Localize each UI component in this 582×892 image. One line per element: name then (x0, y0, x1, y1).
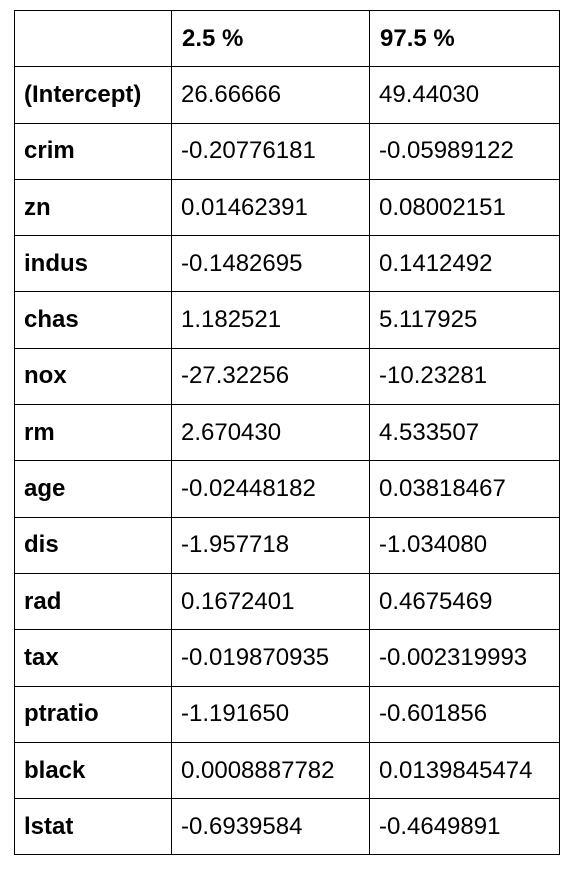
row-label-cell: rad (14, 572, 172, 631)
upper-bound-cell: -10.23281 (369, 347, 560, 406)
upper-bound-cell: -1.034080 (369, 516, 560, 574)
lower-bound-cell: 26.66666 (171, 66, 370, 124)
lower-bound-cell: 0.1672401 (171, 572, 370, 631)
upper-bound-cell: 49.44030 (369, 66, 560, 124)
upper-bound-cell: 0.1412492 (369, 235, 560, 293)
row-label-cell: (Intercept) (14, 66, 172, 124)
table-row: rm 2.670430 4.533507 (14, 404, 560, 462)
row-label-cell: zn (14, 178, 172, 237)
upper-bound-cell: 0.0139845474 (369, 741, 560, 800)
lower-bound-cell: 1.182521 (171, 291, 370, 349)
upper-bound-cell: -0.05989122 (369, 122, 560, 180)
table-row: chas 1.182521 5.117925 (14, 291, 560, 349)
lower-bound-cell: 0.0008887782 (171, 741, 370, 800)
upper-bound-cell: 4.533507 (369, 404, 560, 462)
table-row: indus -0.1482695 0.1412492 (14, 235, 560, 293)
table-row: tax -0.019870935 -0.002319993 (14, 629, 560, 687)
table-row: crim -0.20776181 -0.05989122 (14, 122, 560, 180)
header-lower-bound: 2.5 % (171, 9, 370, 68)
lower-bound-cell: -0.20776181 (171, 122, 370, 180)
table-row: lstat -0.6939584 -0.4649891 (14, 798, 560, 856)
row-label-cell: age (14, 460, 172, 518)
upper-bound-cell: -0.002319993 (369, 629, 560, 687)
row-label-cell: lstat (14, 798, 172, 856)
table-row: ptratio -1.191650 -0.601856 (14, 685, 560, 743)
upper-bound-cell: 0.03818467 (369, 460, 560, 518)
upper-bound-cell: -0.4649891 (369, 798, 560, 856)
row-label-cell: nox (14, 347, 172, 406)
lower-bound-cell: -0.6939584 (171, 798, 370, 856)
table-row: dis -1.957718 -1.034080 (14, 516, 560, 574)
row-label-cell: rm (14, 404, 172, 462)
table-row: nox -27.32256 -10.23281 (14, 347, 560, 406)
header-upper-bound: 97.5 % (369, 9, 560, 68)
row-label-cell: dis (14, 516, 172, 574)
header-row: 2.5 % 97.5 % (14, 9, 560, 68)
header-corner-cell (14, 9, 172, 68)
table-row: zn 0.01462391 0.08002151 (14, 178, 560, 237)
table-row: (Intercept) 26.66666 49.44030 (14, 66, 560, 124)
confidence-interval-table: 2.5 % 97.5 % (Intercept) 26.66666 49.44030… (14, 9, 560, 856)
lower-bound-cell: -1.191650 (171, 685, 370, 743)
row-label-cell: tax (14, 629, 172, 687)
table-row: age -0.02448182 0.03818467 (14, 460, 560, 518)
lower-bound-cell: -27.32256 (171, 347, 370, 406)
row-label-cell: indus (14, 235, 172, 293)
table-row: rad 0.1672401 0.4675469 (14, 572, 560, 631)
row-label-cell: black (14, 741, 172, 800)
lower-bound-cell: -0.019870935 (171, 629, 370, 687)
row-label-cell: ptratio (14, 685, 172, 743)
upper-bound-cell: -0.601856 (369, 685, 560, 743)
lower-bound-cell: -0.02448182 (171, 460, 370, 518)
lower-bound-cell: 2.670430 (171, 404, 370, 462)
lower-bound-cell: -1.957718 (171, 516, 370, 574)
row-label-cell: chas (14, 291, 172, 349)
lower-bound-cell: 0.01462391 (171, 178, 370, 237)
upper-bound-cell: 0.08002151 (369, 178, 560, 237)
table-row: black 0.0008887782 0.0139845474 (14, 741, 560, 800)
lower-bound-cell: -0.1482695 (171, 235, 370, 293)
row-label-cell: crim (14, 122, 172, 180)
upper-bound-cell: 0.4675469 (369, 572, 560, 631)
upper-bound-cell: 5.117925 (369, 291, 560, 349)
